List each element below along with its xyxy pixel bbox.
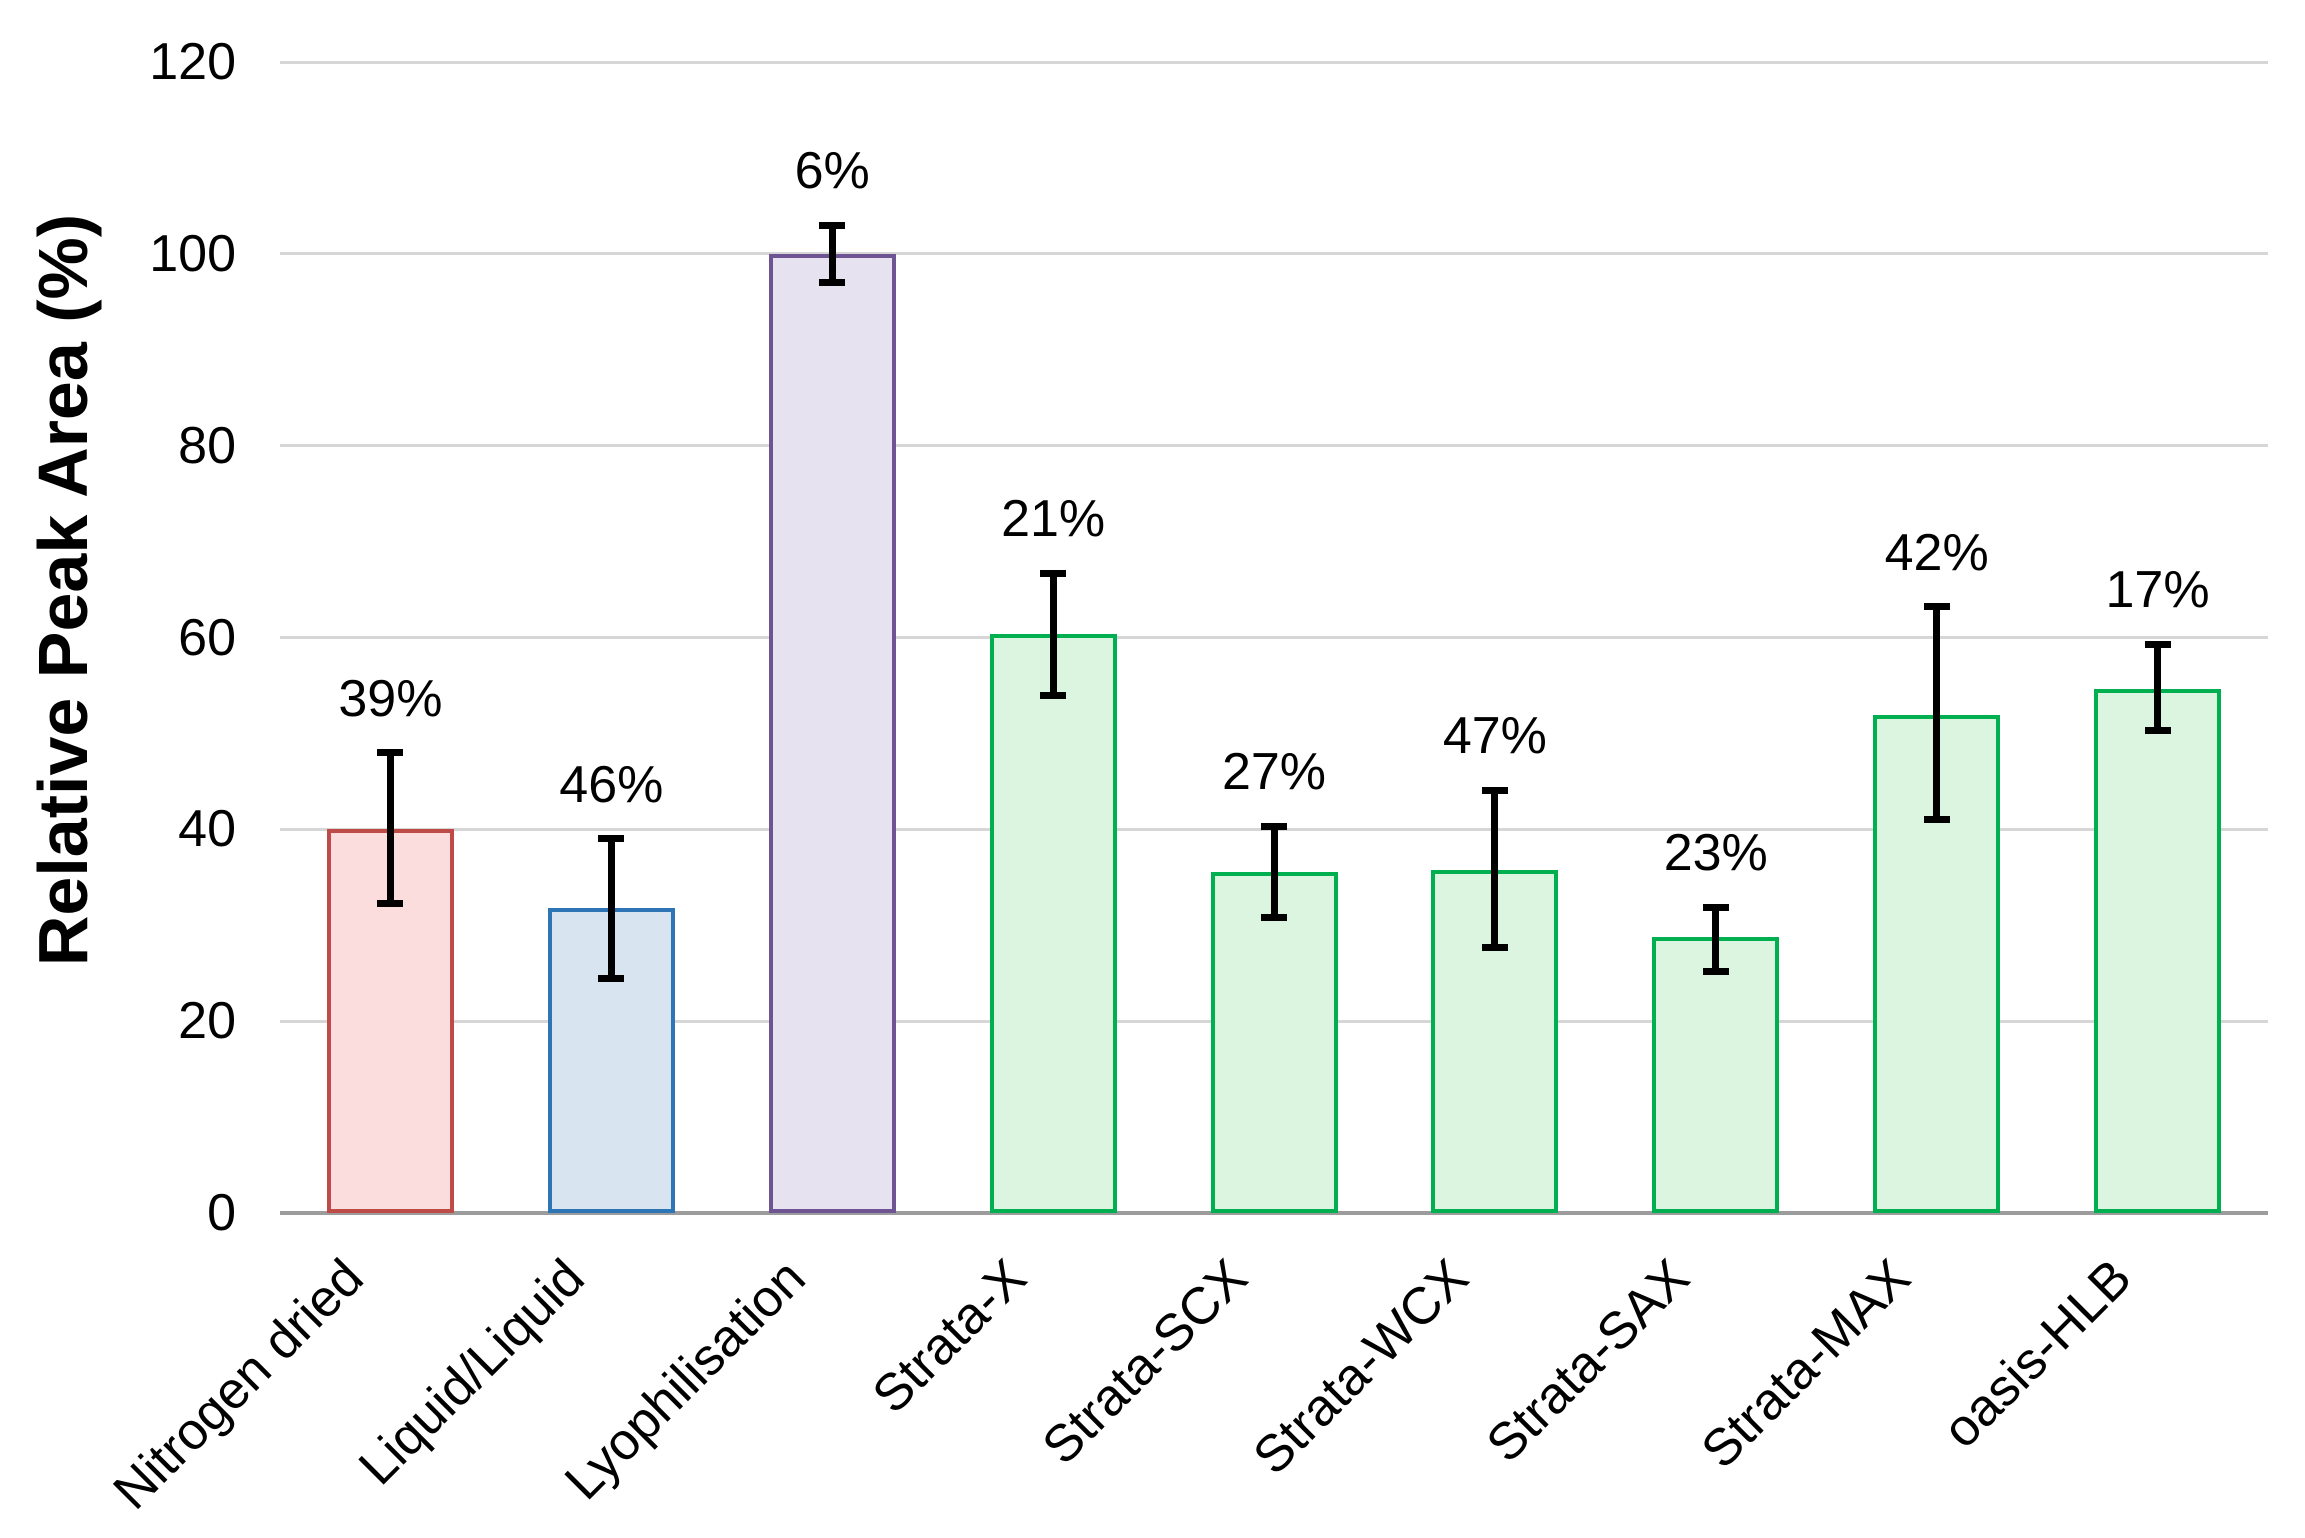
error-bar-cap-top bbox=[1261, 822, 1287, 830]
error-bar-cap-top bbox=[377, 749, 404, 757]
bar bbox=[989, 633, 1117, 1213]
error-bar-cap-top bbox=[2144, 640, 2171, 648]
error-bar bbox=[386, 752, 394, 904]
bar-value-label: 47% bbox=[1442, 707, 1547, 765]
error-bar bbox=[1712, 907, 1720, 972]
bar-value-label: 46% bbox=[559, 755, 664, 814]
error-bar-cap-bottom bbox=[598, 974, 625, 982]
error-bar-cap-bottom bbox=[1702, 967, 1729, 975]
error-bar bbox=[1049, 573, 1057, 696]
bar-value-label: 17% bbox=[2105, 561, 2210, 620]
y-tick-label: 120 bbox=[149, 33, 236, 91]
bar-value-label: 21% bbox=[1001, 490, 1106, 549]
error-bar-cap-bottom bbox=[819, 279, 846, 287]
error-bar-cap-top bbox=[1040, 569, 1067, 577]
y-tick-label: 40 bbox=[178, 800, 236, 859]
y-tick-label: 100 bbox=[149, 224, 236, 283]
bar bbox=[768, 253, 896, 1213]
bar bbox=[1210, 872, 1338, 1213]
bar bbox=[2094, 689, 2222, 1213]
y-tick-label: 80 bbox=[178, 416, 236, 475]
error-bar-cap-bottom bbox=[2144, 727, 2171, 735]
error-bar-cap-top bbox=[1702, 903, 1729, 911]
error-bar-cap-bottom bbox=[377, 899, 404, 907]
bar-value-label: 42% bbox=[1884, 523, 1989, 582]
x-axis-line bbox=[280, 1211, 2268, 1215]
error-bar-cap-bottom bbox=[1040, 691, 1067, 699]
y-gridline bbox=[280, 636, 2268, 639]
y-gridline bbox=[280, 252, 2268, 256]
bar-value-label: 27% bbox=[1221, 743, 1327, 802]
y-gridline bbox=[280, 444, 2268, 448]
y-tick-label: 20 bbox=[178, 992, 236, 1051]
error-bar bbox=[1933, 606, 1941, 820]
y-tick-label: 60 bbox=[178, 608, 236, 667]
error-bar-cap-bottom bbox=[1481, 943, 1508, 951]
error-bar-cap-top bbox=[1923, 603, 1950, 611]
error-bar-cap-top bbox=[1481, 786, 1508, 794]
error-bar bbox=[607, 838, 615, 978]
error-bar-cap-top bbox=[598, 835, 625, 843]
y-gridline bbox=[280, 60, 2268, 64]
error-bar bbox=[2154, 644, 2162, 731]
bar-value-label: 23% bbox=[1663, 824, 1768, 883]
y-tick-label: 0 bbox=[207, 1184, 236, 1242]
bar-value-label: 39% bbox=[338, 669, 443, 728]
error-bar-cap-bottom bbox=[1923, 816, 1950, 824]
error-bar bbox=[828, 225, 836, 283]
error-bar-cap-bottom bbox=[1261, 914, 1287, 922]
error-bar-cap-top bbox=[819, 221, 846, 229]
bar bbox=[1652, 936, 1780, 1213]
error-bar bbox=[1270, 826, 1278, 918]
bar-value-label: 6% bbox=[794, 142, 870, 201]
error-bar bbox=[1491, 790, 1499, 948]
